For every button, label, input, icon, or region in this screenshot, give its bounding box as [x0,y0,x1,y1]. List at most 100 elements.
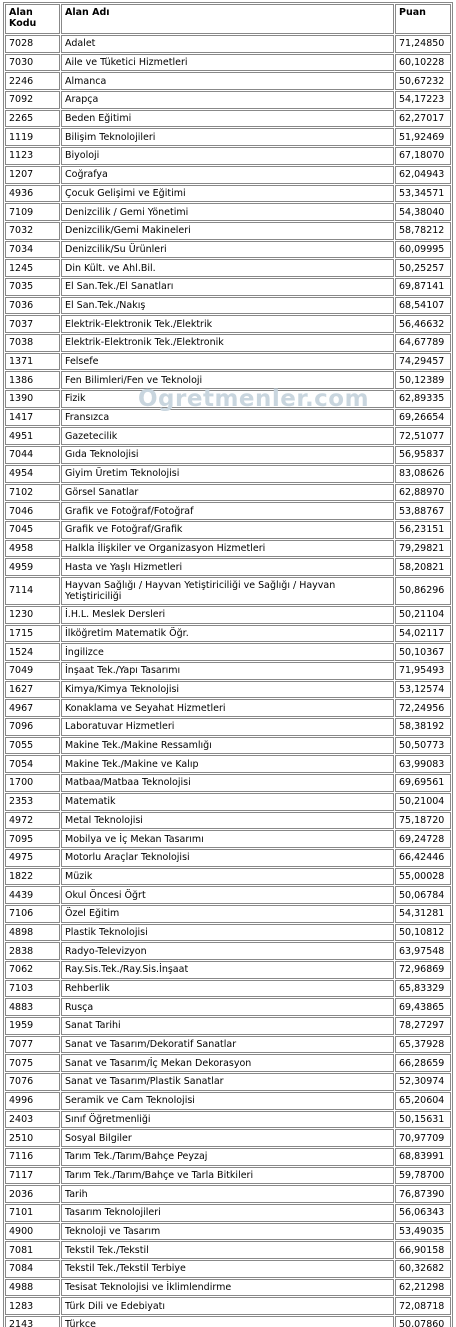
name-cell: Tarım Tek./Tarım/Bahçe Peyzaj [61,1147,394,1166]
name-cell: Laboratuvar Hizmetleri [61,718,394,736]
score-cell: 70,97709 [395,1129,451,1147]
score-cell: 50,86296 [395,576,451,605]
table-row: 2510 Sosyal Bilgiler 70,97709 [5,1129,451,1147]
score-cell: 71,24850 [395,35,451,53]
name-cell: Matbaa/Matbaa Teknolojisi [61,774,394,792]
code-cell: 4988 [5,1278,60,1297]
code-cell: 7103 [5,979,60,998]
score-cell: 62,89335 [395,390,451,408]
table-row: 7102 Görsel Sanatlar 62,88970 [5,483,451,502]
score-cell: 50,10812 [395,923,451,942]
score-cell: 62,21298 [395,1278,451,1297]
score-cell: 50,15631 [395,1110,451,1129]
code-cell: 7062 [5,961,60,979]
code-cell: 7055 [5,736,60,755]
code-cell: 4959 [5,558,60,576]
score-cell: 60,09995 [395,240,451,259]
table-row: 2403 Sınıf Öğretmenliği 50,15631 [5,1110,451,1129]
table-row: 4951 Gazetecilik 72,51077 [5,427,451,446]
name-cell: Seramik ve Cam Teknolojisi [61,1091,394,1110]
name-cell: Fen Bilimleri/Fen ve Teknoloji [61,371,394,390]
name-cell: Elektrik-Elektronik Tek./Elektrik [61,315,394,333]
name-cell: Makine Tek./Makine ve Kalıp [61,755,394,774]
code-cell: 4958 [5,539,60,558]
table-row: 1627 Kimya/Kimya Teknolojisi 53,12574 [5,680,451,699]
table-row: 1207 Coğrafya 62,04943 [5,165,451,184]
score-cell: 78,27297 [395,1017,451,1035]
score-cell: 50,10367 [395,643,451,661]
score-cell: 50,12389 [395,371,451,390]
code-cell: 7030 [5,53,60,72]
table-row: 7030 Aile ve Tüketici Hizmetleri 60,10228 [5,53,451,72]
table-row: 4439 Okul Öncesi Öğrt 50,06784 [5,886,451,904]
name-cell: Tesisat Teknolojisi ve İklimlendirme [61,1278,394,1297]
header-cell: Alan Kodu [5,4,60,34]
table-row: 7028 Adalet 71,24850 [5,35,451,53]
name-cell: Tasarım Teknolojileri [61,1203,394,1222]
code-cell: 4439 [5,886,60,904]
code-cell: 1245 [5,259,60,277]
score-cell: 71,95493 [395,662,451,680]
name-cell: Sosyal Bilgiler [61,1129,394,1147]
score-cell: 69,26654 [395,408,451,427]
code-cell: 7092 [5,91,60,109]
name-cell: Ray.Sis.Tek./Ray.Sis.İnşaat [61,961,394,979]
score-cell: 74,29457 [395,352,451,371]
score-cell: 68,83991 [395,1147,451,1166]
table-row: 7037 Elektrik-Elektronik Tek./Elektrik 56,… [5,315,451,333]
table-row: 7116 Tarım Tek./Tarım/Bahçe Peyzaj 68,8399… [5,1147,451,1166]
code-cell: 1230 [5,605,60,624]
table-row: 1371 Felsefe 74,29457 [5,352,451,371]
name-cell: Halkla İlişkiler ve Organizasyon Hizmetl… [61,539,394,558]
table-row: 2246 Almanca 50,67232 [5,72,451,91]
name-cell: Grafik ve Fotoğraf/Fotoğraf [61,502,394,520]
table-row: 1959 Sanat Tarihi 78,27297 [5,1017,451,1035]
name-cell: Denizcilik/Gemi Makineleri [61,221,394,240]
code-cell: 1715 [5,624,60,643]
code-cell: 1959 [5,1017,60,1035]
table-row: 1245 Din Kült. ve Ahl.Bil. 50,25257 [5,259,451,277]
table-row: 7038 Elektrik-Elektronik Tek./Elektronik 6… [5,334,451,352]
table-row: 1524 İngilizce 50,10367 [5,643,451,661]
name-cell: Çocuk Gelişimi ve Eğitimi [61,184,394,203]
score-cell: 56,23151 [395,520,451,539]
code-cell: 1371 [5,352,60,371]
name-cell: Tarım Tek./Tarım/Bahçe ve Tarla Bitkiler… [61,1166,394,1185]
header-row: Alan Kodu Alan Adı Puan [5,4,451,34]
table-row: 2265 Beden Eğitimi 62,27017 [5,109,451,128]
score-cell: 53,49035 [395,1222,451,1241]
name-cell: İlköğretim Matematik Öğr. [61,624,394,643]
table-row: 1123 Biyoloji 67,18070 [5,147,451,165]
code-cell: 7046 [5,502,60,520]
code-cell: 7116 [5,1147,60,1166]
name-cell: Sanat ve Tasarım/Plastik Sanatlar [61,1073,394,1091]
table-row: 7036 El San.Tek./Nakış 68,54107 [5,296,451,315]
table-row: 1700 Matbaa/Matbaa Teknolojisi 69,69561 [5,774,451,792]
code-cell: 4954 [5,464,60,483]
score-cell: 51,92469 [395,128,451,147]
name-cell: Özel Eğitim [61,904,394,923]
code-cell: 7081 [5,1241,60,1259]
name-cell: İnşaat Tek./Yapı Tasarımı [61,662,394,680]
name-cell: Görsel Sanatlar [61,483,394,502]
code-cell: 7106 [5,904,60,923]
table-row: 1386 Fen Bilimleri/Fen ve Teknoloji 50,123… [5,371,451,390]
code-cell: 2838 [5,942,60,960]
table-row: 4883 Rusça 69,43865 [5,998,451,1017]
code-cell: 4936 [5,184,60,203]
name-cell: Sınıf Öğretmenliği [61,1110,394,1129]
table-row: 4988 Tesisat Teknolojisi ve İklimlendirme… [5,1278,451,1297]
code-cell: 7034 [5,240,60,259]
name-cell: Sanat Tarihi [61,1017,394,1035]
table-row: 7081 Tekstil Tek./Tekstil 66,90158 [5,1241,451,1259]
score-cell: 66,42446 [395,848,451,867]
name-cell: Türkçe [61,1316,394,1327]
code-cell: 7084 [5,1260,60,1278]
table-row: 7095 Mobilya ve İç Mekan Tasarımı 69,24728 [5,830,451,848]
code-cell: 1207 [5,165,60,184]
table-row: 7032 Denizcilik/Gemi Makineleri 58,78212 [5,221,451,240]
code-cell: 4996 [5,1091,60,1110]
score-cell: 65,83329 [395,979,451,998]
code-cell: 7095 [5,830,60,848]
code-cell: 7114 [5,576,60,605]
